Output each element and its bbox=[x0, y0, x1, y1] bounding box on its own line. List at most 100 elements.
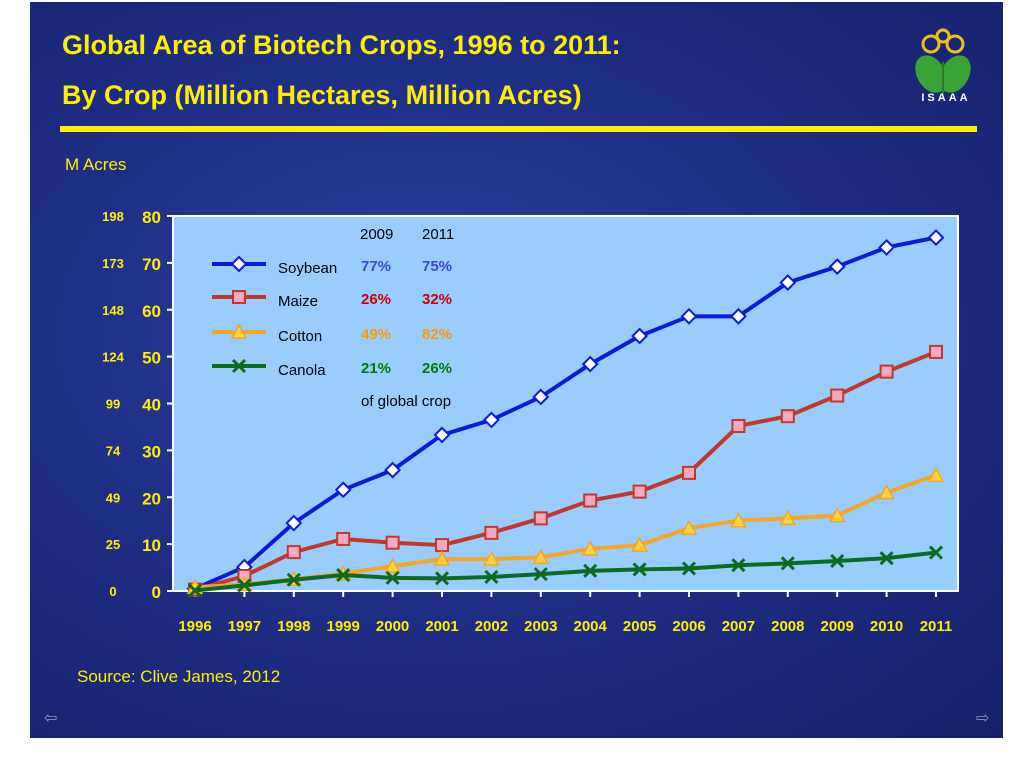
x-tick-label: 2011 bbox=[920, 618, 953, 635]
data-point-soybean bbox=[828, 258, 846, 276]
y-tick-label-hectares: 20 bbox=[142, 489, 161, 508]
pct-2009: 77% bbox=[361, 258, 391, 275]
x-tick-label: 1999 bbox=[327, 618, 360, 635]
pct-2011: 82% bbox=[422, 326, 452, 343]
x-tick-label: 2003 bbox=[524, 618, 557, 635]
data-point-maize bbox=[929, 344, 943, 359]
data-point-soybean bbox=[334, 481, 352, 499]
y-tick-label-acres: 49 bbox=[106, 490, 120, 505]
data-point-maize bbox=[731, 419, 746, 433]
data-point-canola bbox=[385, 570, 400, 585]
pct-2009: 26% bbox=[361, 291, 391, 308]
x-tick-label: 2010 bbox=[870, 618, 903, 635]
legend-marker-maize bbox=[232, 290, 246, 304]
data-point-cotton bbox=[581, 540, 599, 556]
data-point-soybean bbox=[878, 238, 896, 256]
data-point-canola bbox=[780, 556, 795, 571]
data-point-canola bbox=[434, 571, 450, 586]
data-point-cotton bbox=[828, 506, 846, 523]
data-point-soybean bbox=[581, 355, 599, 373]
y-tick-label-hectares: 80 bbox=[142, 208, 161, 227]
pct-2011: 32% bbox=[422, 291, 452, 308]
data-point-maize bbox=[879, 364, 894, 379]
data-point-maize bbox=[533, 511, 548, 526]
data-point-maize bbox=[336, 531, 351, 546]
x-tick-label: 2004 bbox=[574, 618, 608, 635]
data-point-cotton bbox=[532, 548, 550, 564]
plot-area bbox=[172, 215, 959, 592]
data-point-canola bbox=[681, 561, 697, 576]
data-point-cotton bbox=[631, 536, 648, 552]
data-point-cotton bbox=[680, 519, 698, 535]
data-point-soybean bbox=[779, 274, 797, 291]
slide-title-line-2: By Crop (Million Hectares, Million Acres… bbox=[62, 80, 582, 110]
series-line-soybean bbox=[194, 235, 937, 591]
y-tick-label-hectares: 30 bbox=[142, 442, 161, 461]
title-underline bbox=[60, 126, 977, 132]
data-point-cotton bbox=[483, 550, 500, 566]
data-point-maize bbox=[780, 409, 795, 424]
data-point-canola bbox=[187, 583, 203, 598]
arrow-left-icon[interactable]: ⇦ bbox=[44, 710, 58, 727]
x-tick-label: 2002 bbox=[475, 618, 508, 635]
data-point-cotton bbox=[384, 557, 401, 573]
y-tick-label-acres: 25 bbox=[106, 537, 120, 552]
pct-2009: 49% bbox=[361, 326, 391, 343]
x-tick-label: 2006 bbox=[672, 618, 705, 635]
data-point-soybean bbox=[384, 461, 402, 479]
legend-marker-canola bbox=[231, 358, 247, 374]
data-point-canola bbox=[830, 553, 845, 569]
y-tick-label-hectares: 70 bbox=[142, 255, 161, 274]
y-tick-label-hectares: 0 bbox=[152, 583, 161, 602]
data-point-soybean bbox=[680, 307, 698, 325]
x-tick-label: 1996 bbox=[178, 618, 211, 635]
data-point-cotton bbox=[433, 550, 451, 566]
data-point-cotton bbox=[730, 512, 747, 528]
y-tick-label-acres: 99 bbox=[106, 397, 120, 412]
data-point-canola bbox=[533, 567, 548, 582]
data-point-cotton bbox=[779, 509, 797, 526]
data-point-canola bbox=[484, 569, 499, 584]
slide: Global Area of Biotech Crops, 1996 to 20… bbox=[30, 2, 1003, 738]
x-tick-label: 2007 bbox=[722, 618, 755, 635]
isaaa-logo-icon bbox=[915, 28, 971, 97]
y-tick-label-acres: 124 bbox=[102, 350, 124, 365]
data-point-maize bbox=[435, 538, 449, 553]
y-tick-label-hectares: 60 bbox=[142, 302, 161, 321]
y-tick-label-hectares: 10 bbox=[142, 536, 161, 555]
slide-title-line-1: Global Area of Biotech Crops, 1996 to 20… bbox=[62, 30, 621, 60]
y-tick-label-acres: 74 bbox=[106, 443, 121, 458]
legend-label: Soybean bbox=[278, 260, 337, 277]
series-line-maize bbox=[194, 350, 937, 592]
y-tick-label-acres: 198 bbox=[102, 209, 124, 224]
data-point-maize bbox=[830, 388, 845, 403]
data-point-maize bbox=[682, 465, 696, 480]
data-point-soybean bbox=[482, 411, 500, 429]
arrow-right-icon[interactable]: ⇨ bbox=[976, 710, 990, 727]
y-tick-label-hectares: 50 bbox=[142, 349, 161, 368]
data-point-canola bbox=[879, 551, 894, 566]
x-tick-label: 2008 bbox=[771, 618, 804, 635]
m-acres-label: M Acres bbox=[65, 155, 127, 174]
data-point-canola bbox=[731, 558, 746, 573]
x-tick-label: 2001 bbox=[425, 618, 458, 635]
source-note: Source: Clive James, 2012 bbox=[77, 667, 281, 686]
data-point-canola bbox=[286, 572, 301, 587]
legend-header-2011: 2011 bbox=[422, 226, 454, 243]
data-point-soybean bbox=[631, 327, 649, 345]
y-tick-label-hectares: 40 bbox=[142, 396, 161, 415]
legend-marker-cotton bbox=[230, 323, 248, 339]
legend-label: Canola bbox=[278, 362, 326, 379]
data-point-canola bbox=[583, 563, 598, 578]
legend-label: Maize bbox=[278, 293, 318, 310]
data-point-soybean bbox=[927, 229, 945, 246]
data-point-cotton bbox=[927, 466, 945, 482]
x-tick-label: 1997 bbox=[228, 618, 261, 635]
pct-2011: 26% bbox=[422, 360, 452, 377]
data-point-maize bbox=[484, 525, 499, 540]
x-tick-label: 1998 bbox=[277, 618, 310, 635]
x-tick-label: 2005 bbox=[623, 618, 656, 635]
legend-marker-soybean bbox=[230, 255, 248, 273]
data-point-canola bbox=[632, 562, 647, 577]
x-tick-label: 2000 bbox=[376, 618, 409, 635]
